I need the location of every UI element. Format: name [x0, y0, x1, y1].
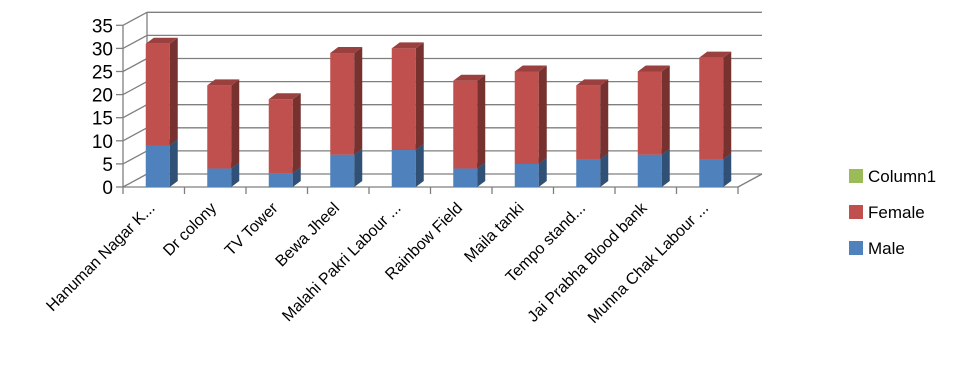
y-tick-label: 15: [92, 109, 113, 130]
legend-swatch-male: [849, 241, 863, 255]
bar-front: [268, 99, 293, 174]
bar-front: [268, 173, 293, 187]
bar-segment-female: [453, 74, 486, 169]
gridline-depth: [122, 11, 148, 26]
y-tick-label: 10: [92, 132, 113, 153]
gridline-depth: [122, 104, 148, 119]
bar-side: [477, 162, 486, 187]
legend-swatch-column1: [849, 169, 863, 183]
bar-side: [538, 65, 547, 164]
bar-segment-male: [145, 139, 178, 187]
bar-side: [169, 37, 178, 146]
gridline-depth: [122, 34, 148, 49]
bar-front: [330, 53, 355, 155]
bar-segment-female: [391, 42, 424, 151]
y-tick-label: 0: [102, 178, 113, 199]
x-category-label: Maila tanki: [461, 200, 527, 266]
gridline-depth: [122, 127, 148, 142]
x-category-label: Munna Chak Labour ...: [585, 200, 712, 327]
bar-side: [354, 148, 363, 187]
bar-front: [699, 159, 724, 187]
bar-top: [207, 79, 240, 86]
x-category-label: Dr colony: [160, 200, 220, 260]
bar-top: [391, 42, 424, 49]
bar-front: [391, 150, 416, 187]
bar-segment-female: [330, 47, 363, 155]
bar-layer: [145, 37, 732, 187]
bar-front: [453, 168, 478, 187]
y-tick-label: 25: [92, 63, 113, 84]
gridline-depth: [122, 81, 148, 96]
y-tick-label: 5: [102, 155, 113, 176]
bar-front: [145, 43, 170, 146]
bar-side: [477, 74, 486, 169]
gridline-depth: [122, 173, 148, 188]
bar-front: [453, 80, 478, 169]
bar-top: [145, 37, 178, 44]
bar-front: [514, 71, 539, 164]
bar-segment-female: [699, 51, 732, 160]
bar-side: [169, 139, 178, 187]
bar-side: [600, 153, 609, 187]
bar-front: [207, 168, 232, 187]
bar-top: [514, 65, 547, 72]
bar-top: [699, 51, 732, 58]
bar-top: [453, 74, 486, 81]
bar-segment-female: [268, 93, 301, 174]
bar-front: [576, 159, 601, 187]
x-category-label: Jai Prabha Blood bank: [525, 199, 652, 326]
bar-segment-female: [576, 79, 609, 160]
legend-label-female: Female: [868, 203, 925, 222]
bar-front: [207, 85, 232, 169]
bar-front: [330, 154, 355, 187]
bar-side: [292, 93, 301, 174]
gridline-depth: [122, 150, 148, 165]
y-tick-label: 20: [92, 86, 113, 107]
bar-top: [330, 47, 363, 54]
bar-segment-female: [145, 37, 178, 146]
y-tick-label: 30: [92, 39, 113, 60]
x-category-label: TV Tower: [222, 199, 282, 259]
legend-swatch-female: [849, 205, 863, 219]
legend-label-column1: Column1: [868, 167, 936, 186]
bar-top: [576, 79, 609, 86]
bar-side: [231, 162, 240, 187]
bar-side: [661, 65, 670, 155]
bar-segment-male: [391, 144, 424, 187]
bar-front: [391, 48, 416, 151]
gridline-depth: [122, 57, 148, 73]
x-category-label: Hanuman Nagar K...: [43, 200, 158, 315]
bar-segment-female: [514, 65, 547, 164]
bar-front: [576, 85, 601, 160]
bar-side: [723, 51, 732, 160]
bar-front: [514, 163, 539, 187]
bar-side: [723, 153, 732, 187]
bar-top: [268, 93, 301, 100]
legend-label-male: Male: [868, 239, 905, 258]
bar-side: [661, 148, 670, 187]
bar-side: [354, 47, 363, 155]
bar-side: [538, 157, 547, 187]
bar-segment-male: [576, 153, 609, 187]
floor-edge-line: [737, 173, 763, 188]
y-tick-label: 35: [92, 16, 113, 37]
bar-side: [415, 42, 424, 151]
bar-top: [637, 65, 670, 72]
bar-side: [600, 79, 609, 160]
x-category-label: Malahi Pakri Labour ...: [279, 200, 404, 325]
bar-side: [415, 144, 424, 187]
bar-segment-female: [207, 79, 240, 169]
bar-front: [637, 71, 662, 155]
bar-front: [145, 145, 170, 187]
bar-front: [699, 57, 724, 160]
legend: Column1 Female Male: [849, 167, 936, 258]
bar-side: [292, 167, 301, 187]
bar-front: [637, 154, 662, 187]
bar-segment-female: [637, 65, 670, 155]
bar-side: [231, 79, 240, 169]
